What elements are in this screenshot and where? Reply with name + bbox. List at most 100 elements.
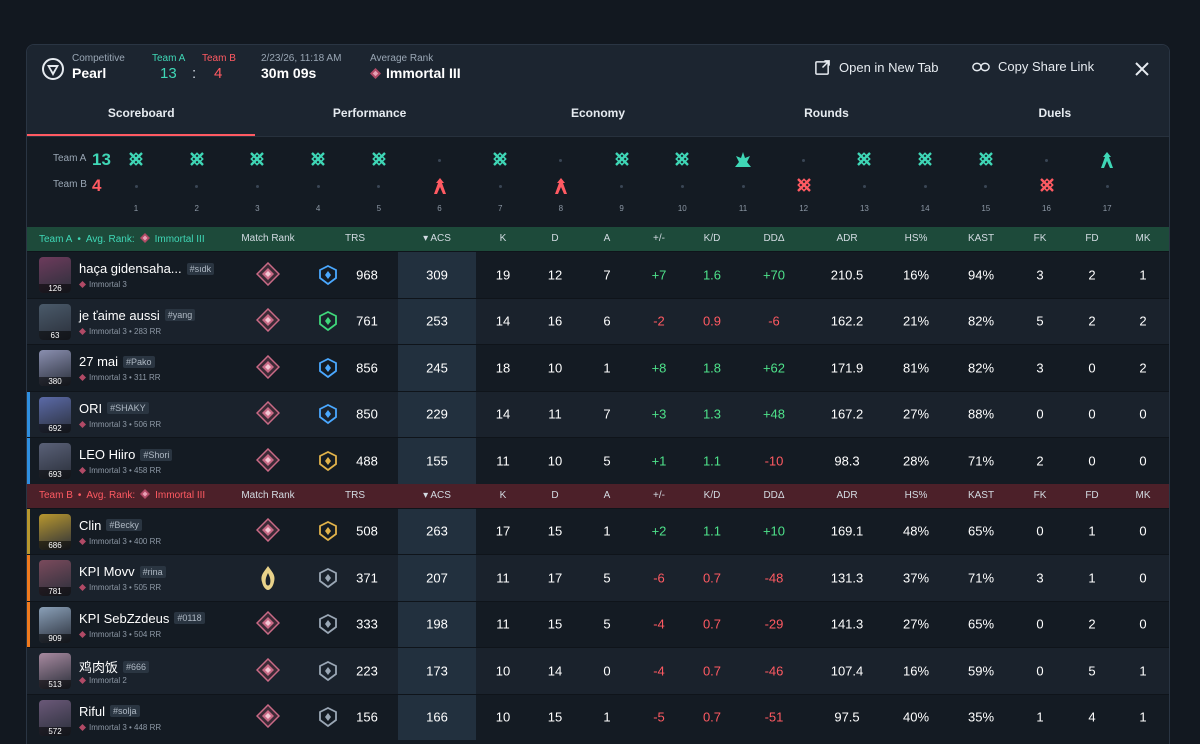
stat-kd: 1.1 bbox=[702, 453, 722, 469]
stat-d: 15 bbox=[547, 709, 563, 725]
agent-avatar: 693 bbox=[39, 443, 71, 479]
round-3-empty-dot bbox=[242, 185, 272, 188]
header-dd: DDΔ bbox=[763, 233, 785, 244]
tab-scoreboard[interactable]: Scoreboard bbox=[27, 93, 256, 136]
player-name: Clin bbox=[79, 517, 102, 533]
team-name: Team B bbox=[39, 490, 73, 501]
round-6-number: 6 bbox=[437, 204, 442, 213]
player-row[interactable]: 686 Clin #Becky Immortal 3 • 400 RR 508 263 17… bbox=[27, 507, 1169, 554]
player-row[interactable]: 781 KPI Movv #rina Immortal 3 • 505 RR 371 20… bbox=[27, 554, 1169, 601]
open-new-tab-button[interactable]: Open in New Tab bbox=[814, 59, 939, 76]
stat-k: 18 bbox=[495, 360, 511, 376]
acs-highlight bbox=[398, 601, 476, 647]
stat-d: 11 bbox=[548, 406, 562, 422]
player-rank-text: Immortal 3 • 505 RR bbox=[89, 583, 162, 592]
round-3-number: 3 bbox=[255, 204, 260, 213]
stat-hs: 48% bbox=[902, 523, 930, 539]
round-16-result-icon[interactable] bbox=[1032, 177, 1062, 198]
round-3-result-icon[interactable] bbox=[242, 151, 272, 172]
header-acs[interactable]: ▾ ACS bbox=[423, 489, 451, 501]
player-name-group[interactable]: je ťaime aussi #yang bbox=[79, 308, 196, 323]
close-button[interactable] bbox=[1131, 58, 1153, 80]
player-row[interactable]: 513 鸡肉饭 #666 Immortal 2 223 173 10 14 0 -4 0.7 -46 1… bbox=[27, 647, 1169, 694]
player-name-group[interactable]: Clin #Becky bbox=[79, 518, 142, 533]
stat-dd: -46 bbox=[764, 663, 784, 679]
player-name-group[interactable]: ORI #SHAKY bbox=[79, 401, 149, 416]
tab-duels[interactable]: Duels bbox=[1038, 106, 1072, 120]
player-row[interactable]: 692 ORI #SHAKY Immortal 3 • 506 RR 850 229 14 1… bbox=[27, 390, 1169, 437]
round-13-result-icon[interactable] bbox=[849, 151, 879, 172]
stat-a: 5 bbox=[603, 616, 611, 632]
team-label-group: Team B • Avg. Rank: Immortal III bbox=[39, 489, 205, 502]
open-new-tab-label: Open in New Tab bbox=[839, 60, 939, 75]
round-6-result-icon[interactable] bbox=[425, 177, 455, 200]
player-name-group[interactable]: Riful #solja bbox=[79, 704, 140, 719]
header-acs[interactable]: ▾ ACS bbox=[423, 233, 451, 244]
round-11-result-icon[interactable] bbox=[728, 151, 758, 174]
stat-kd: 0.7 bbox=[702, 570, 722, 586]
player-level: 63 bbox=[39, 330, 71, 340]
immortal-rank-icon bbox=[79, 630, 86, 638]
round-17-empty-dot bbox=[1092, 185, 1122, 188]
player-row[interactable]: 909 KPI SebZzdeus #0118 Immortal 3 • 504 RR… bbox=[27, 600, 1169, 647]
header-k: K bbox=[499, 233, 507, 244]
round-8-result-icon[interactable] bbox=[546, 177, 576, 200]
separator-dot: • bbox=[77, 233, 81, 245]
external-link-icon bbox=[815, 60, 830, 75]
round-10-number: 10 bbox=[677, 204, 687, 213]
stat-adr: 167.2 bbox=[830, 406, 864, 422]
copy-share-link-button[interactable]: Copy Share Link bbox=[972, 59, 1094, 74]
match-rank-icon bbox=[232, 308, 304, 334]
player-name-group[interactable]: haça gidensaha... #sıdk bbox=[79, 261, 215, 276]
player-name-group[interactable]: KPI Movv #rina bbox=[79, 564, 166, 579]
player-name-group[interactable]: KPI SebZzdeus #0118 bbox=[79, 611, 205, 626]
round-14-result-icon[interactable] bbox=[910, 151, 940, 172]
player-name: KPI SebZzdeus bbox=[79, 610, 170, 626]
round-15-result-icon[interactable] bbox=[971, 151, 1001, 172]
round-2-result-icon[interactable] bbox=[182, 151, 212, 172]
player-row[interactable]: 380 27 mai #Pako Immortal 3 • 311 RR 856 245 1… bbox=[27, 344, 1169, 391]
player-row[interactable]: 126 haça gidensaha... #sıdk Immortal 3 968 30… bbox=[27, 251, 1169, 298]
player-level: 380 bbox=[39, 377, 71, 386]
stat-hs: 16% bbox=[902, 267, 930, 283]
immortal-rank-icon bbox=[79, 281, 86, 288]
stat-dd: +62 bbox=[762, 360, 786, 376]
acs-highlight bbox=[398, 648, 476, 694]
round-4-result-icon[interactable] bbox=[303, 151, 333, 172]
round-1-result-icon[interactable] bbox=[121, 151, 151, 172]
tab-rounds[interactable]: Rounds bbox=[804, 106, 849, 120]
round-17-result-icon[interactable] bbox=[1092, 151, 1122, 174]
round-7-result-icon[interactable] bbox=[485, 151, 515, 172]
player-name-group[interactable]: LEO Hiiro #Shori bbox=[79, 447, 173, 462]
player-name-group[interactable]: 27 mai #Pako bbox=[79, 354, 155, 369]
stat-adr: 171.9 bbox=[830, 360, 864, 376]
player-row[interactable]: 693 LEO Hiiro #Shori Immortal 3 • 458 RR 488… bbox=[27, 437, 1169, 484]
player-name-group[interactable]: 鸡肉饭 #666 bbox=[79, 657, 150, 676]
player-row[interactable]: 63 je ťaime aussi #yang Immortal 3 • 283 RR… bbox=[27, 297, 1169, 344]
stat-a: 1 bbox=[603, 709, 611, 725]
round-12-result-icon[interactable] bbox=[789, 177, 819, 198]
stat-trs: 223 bbox=[356, 663, 378, 679]
agent-avatar: 380 bbox=[39, 350, 71, 386]
tab-economy[interactable]: Economy bbox=[571, 106, 626, 120]
stat-kast: 88% bbox=[967, 406, 995, 422]
tab-performance[interactable]: Performance bbox=[332, 106, 407, 120]
acs-highlight bbox=[398, 391, 476, 437]
round-5-result-icon[interactable] bbox=[364, 151, 394, 172]
stat-trs: 508 bbox=[356, 523, 378, 539]
stat-hs: 27% bbox=[902, 406, 930, 422]
round-10-result-icon[interactable] bbox=[667, 151, 697, 172]
stat-acs: 155 bbox=[426, 453, 448, 469]
stat-k: 10 bbox=[495, 709, 511, 725]
stat-a: 1 bbox=[603, 523, 611, 539]
round-9-result-icon[interactable] bbox=[607, 151, 637, 172]
header-match_rank: Match Rank bbox=[241, 489, 295, 501]
stat-pm: -2 bbox=[653, 313, 665, 329]
header-kast: KAST bbox=[967, 489, 995, 501]
agent-avatar: 572 bbox=[39, 699, 71, 736]
player-row[interactable]: 572 Riful #solja Immortal 3 • 448 RR 156 166 1… bbox=[27, 693, 1169, 740]
stat-k: 14 bbox=[495, 406, 511, 422]
header-match_rank: Match Rank bbox=[241, 233, 295, 244]
player-rank-text: Immortal 3 • 311 RR bbox=[89, 373, 161, 382]
team-label-group: Team A • Avg. Rank: Immortal III bbox=[39, 232, 205, 246]
